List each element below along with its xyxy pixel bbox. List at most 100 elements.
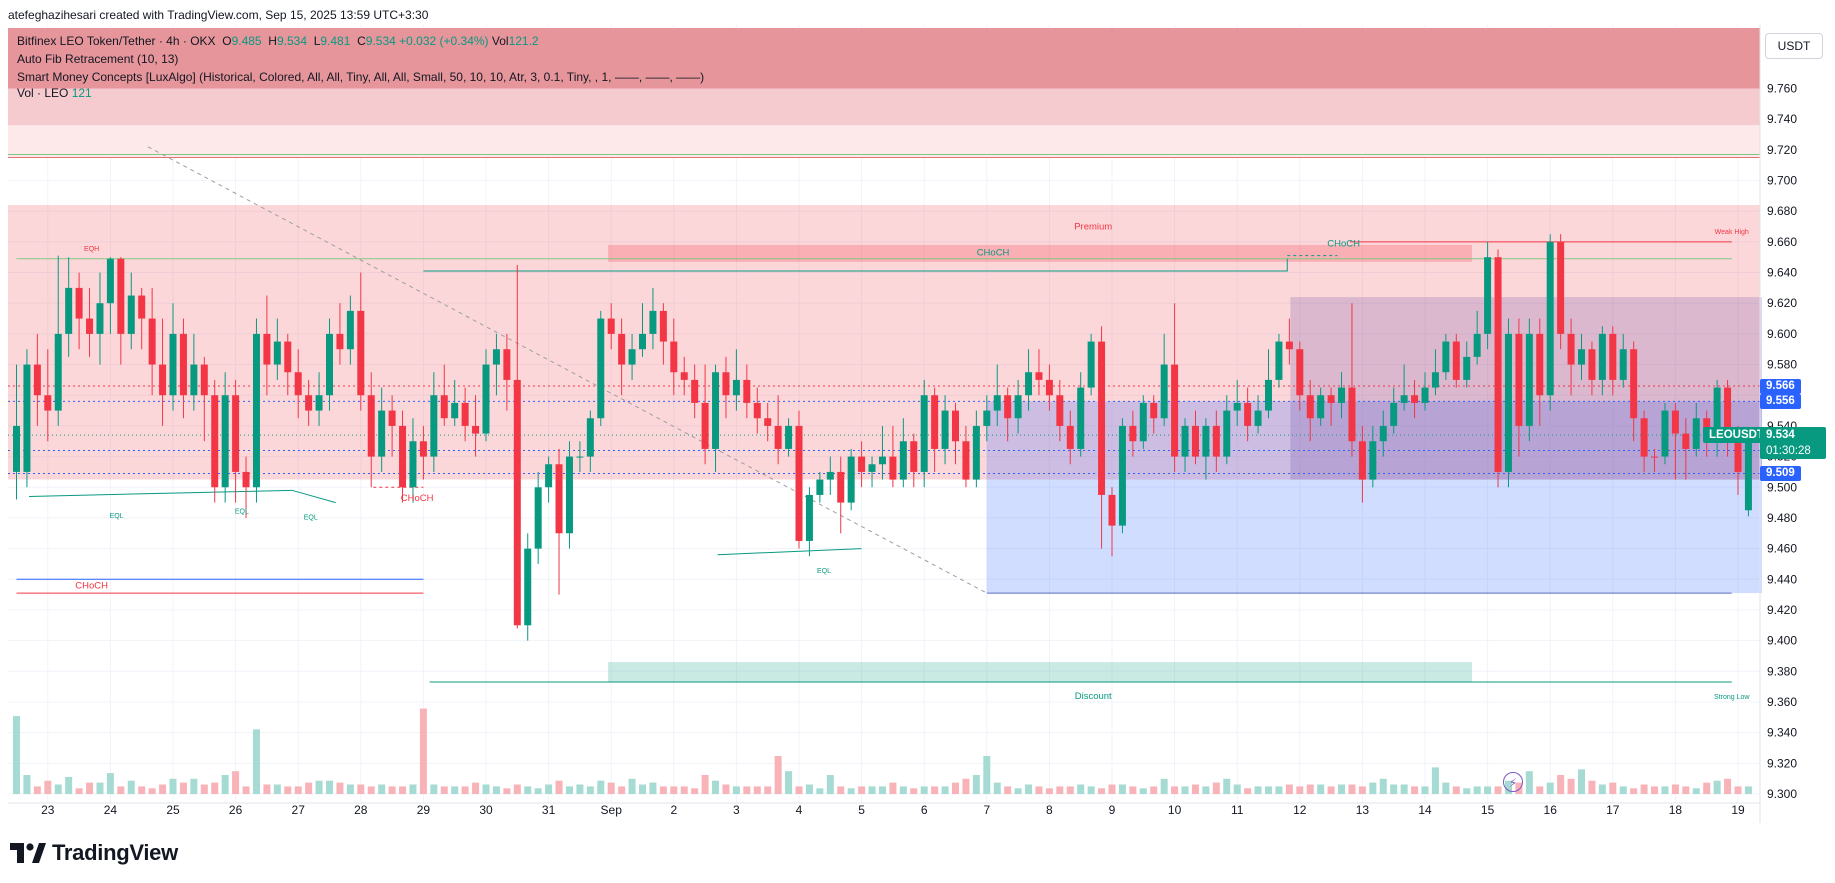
candle-body <box>1212 425 1220 457</box>
candle-body <box>805 494 813 541</box>
candle-body <box>659 310 667 342</box>
volume-bar <box>1411 786 1419 794</box>
currency-button[interactable]: USDT <box>1765 33 1823 59</box>
candle-body <box>419 441 427 457</box>
time-tick-label: 24 <box>104 803 118 817</box>
volume-bar <box>534 788 542 794</box>
volume-bar <box>190 778 198 794</box>
volume-bar <box>1358 786 1366 794</box>
volume-bar <box>513 784 521 794</box>
volume-bar <box>1598 784 1606 794</box>
candle-body <box>169 333 177 396</box>
volume-bar <box>33 786 41 794</box>
created-line: atefeghazihesari created with TradingVie… <box>8 8 429 22</box>
candle-body <box>816 479 824 495</box>
chart-annotation: CHoCH <box>75 580 108 591</box>
candle-body <box>764 418 772 426</box>
time-tick-label: 15 <box>1481 803 1495 817</box>
volume-bar <box>273 784 281 794</box>
candle-body <box>1473 333 1481 357</box>
candle-body <box>1588 349 1596 380</box>
volume-bar <box>1619 786 1627 794</box>
candle-body <box>576 456 584 458</box>
volume-bar <box>138 786 146 794</box>
volume-bar <box>1713 780 1721 794</box>
candle-body <box>44 395 52 411</box>
symbol-legend[interactable]: Bitfinex LEO Token/Tether · 4h · OKX O9.… <box>17 34 539 48</box>
volume-legend-value: 121 <box>71 86 92 100</box>
candle-body <box>336 333 344 350</box>
candle-body <box>847 456 855 503</box>
candle-body <box>284 341 292 373</box>
chart-annotation: Strong Low <box>1714 694 1750 701</box>
price-level-tag: 9.509 <box>1760 465 1801 481</box>
candle-body <box>138 295 146 319</box>
candle-body <box>1275 341 1283 380</box>
price-tick-label: 9.440 <box>1767 572 1797 586</box>
candle-body <box>388 410 396 426</box>
candle-body <box>1254 410 1262 426</box>
volume-bar <box>1390 784 1398 794</box>
candle-body <box>1171 364 1179 457</box>
candle-body <box>1098 341 1106 495</box>
volume-bar <box>597 780 605 794</box>
volume-bar <box>1066 786 1074 794</box>
volume-bar <box>878 786 886 794</box>
volume-bar <box>1473 786 1481 794</box>
candle-body <box>190 364 198 396</box>
time-tick-label: 16 <box>1544 803 1558 817</box>
ohlc-open: O9.485 <box>222 34 262 48</box>
volume-bar <box>1546 782 1554 794</box>
blue-fib-zone <box>986 401 1762 594</box>
volume-bar <box>1734 786 1742 794</box>
price-tick-label: 9.660 <box>1767 235 1797 249</box>
volume-bar <box>639 784 646 794</box>
candle-body <box>910 441 918 472</box>
volume-bar <box>1703 782 1711 794</box>
price-tick-label: 9.580 <box>1767 358 1797 372</box>
volume-indicator-legend[interactable]: Vol · LEO 121 <box>17 86 92 100</box>
tradingview-logo[interactable]: TradingView <box>10 840 178 866</box>
volume-bar <box>1087 786 1095 794</box>
volume-bar <box>972 775 980 794</box>
candle-body <box>106 258 114 304</box>
fib-indicator-legend[interactable]: Auto Fib Retracement (10, 13) <box>17 52 179 66</box>
candle-body <box>294 372 302 396</box>
volume-bar <box>680 786 688 794</box>
candle-body <box>305 395 313 411</box>
candle-body <box>1118 425 1126 526</box>
price-tick-label: 9.460 <box>1767 542 1797 556</box>
candle-body <box>1004 395 1012 419</box>
volume-bar <box>649 782 657 794</box>
volume-bar <box>1160 778 1168 794</box>
volume-bar <box>86 782 94 794</box>
volume-bar <box>586 786 594 794</box>
volume-bar <box>1567 778 1575 794</box>
volume-bar <box>931 786 939 794</box>
candle-body <box>492 349 500 365</box>
smc-indicator-legend[interactable]: Smart Money Concepts [LuxAlgo] (Historic… <box>17 70 705 84</box>
price-tick-label: 9.300 <box>1767 787 1797 801</box>
candle-body <box>242 471 250 488</box>
candle-body <box>1713 387 1721 442</box>
volume-bar <box>1640 784 1648 794</box>
volume-bar <box>13 716 20 794</box>
volume-bar <box>722 784 730 794</box>
volume-bar <box>1004 786 1012 794</box>
volume-bar <box>785 771 793 794</box>
top-premium-band <box>8 28 1760 92</box>
volume-bar <box>1484 786 1492 794</box>
volume-bar <box>336 782 344 794</box>
volume-bar <box>1223 778 1231 794</box>
candle-body <box>1536 333 1544 396</box>
candle-body <box>1265 379 1272 411</box>
volume-bar <box>1494 786 1502 794</box>
lightning-icon[interactable]: ⚡ <box>1503 772 1523 792</box>
volume-bar <box>159 784 167 794</box>
candle-body <box>33 364 41 396</box>
price-tick-label: 9.320 <box>1767 756 1797 770</box>
price-tick-label: 9.640 <box>1767 266 1797 280</box>
volume-bar <box>1077 784 1085 794</box>
volume-bar <box>419 708 427 794</box>
